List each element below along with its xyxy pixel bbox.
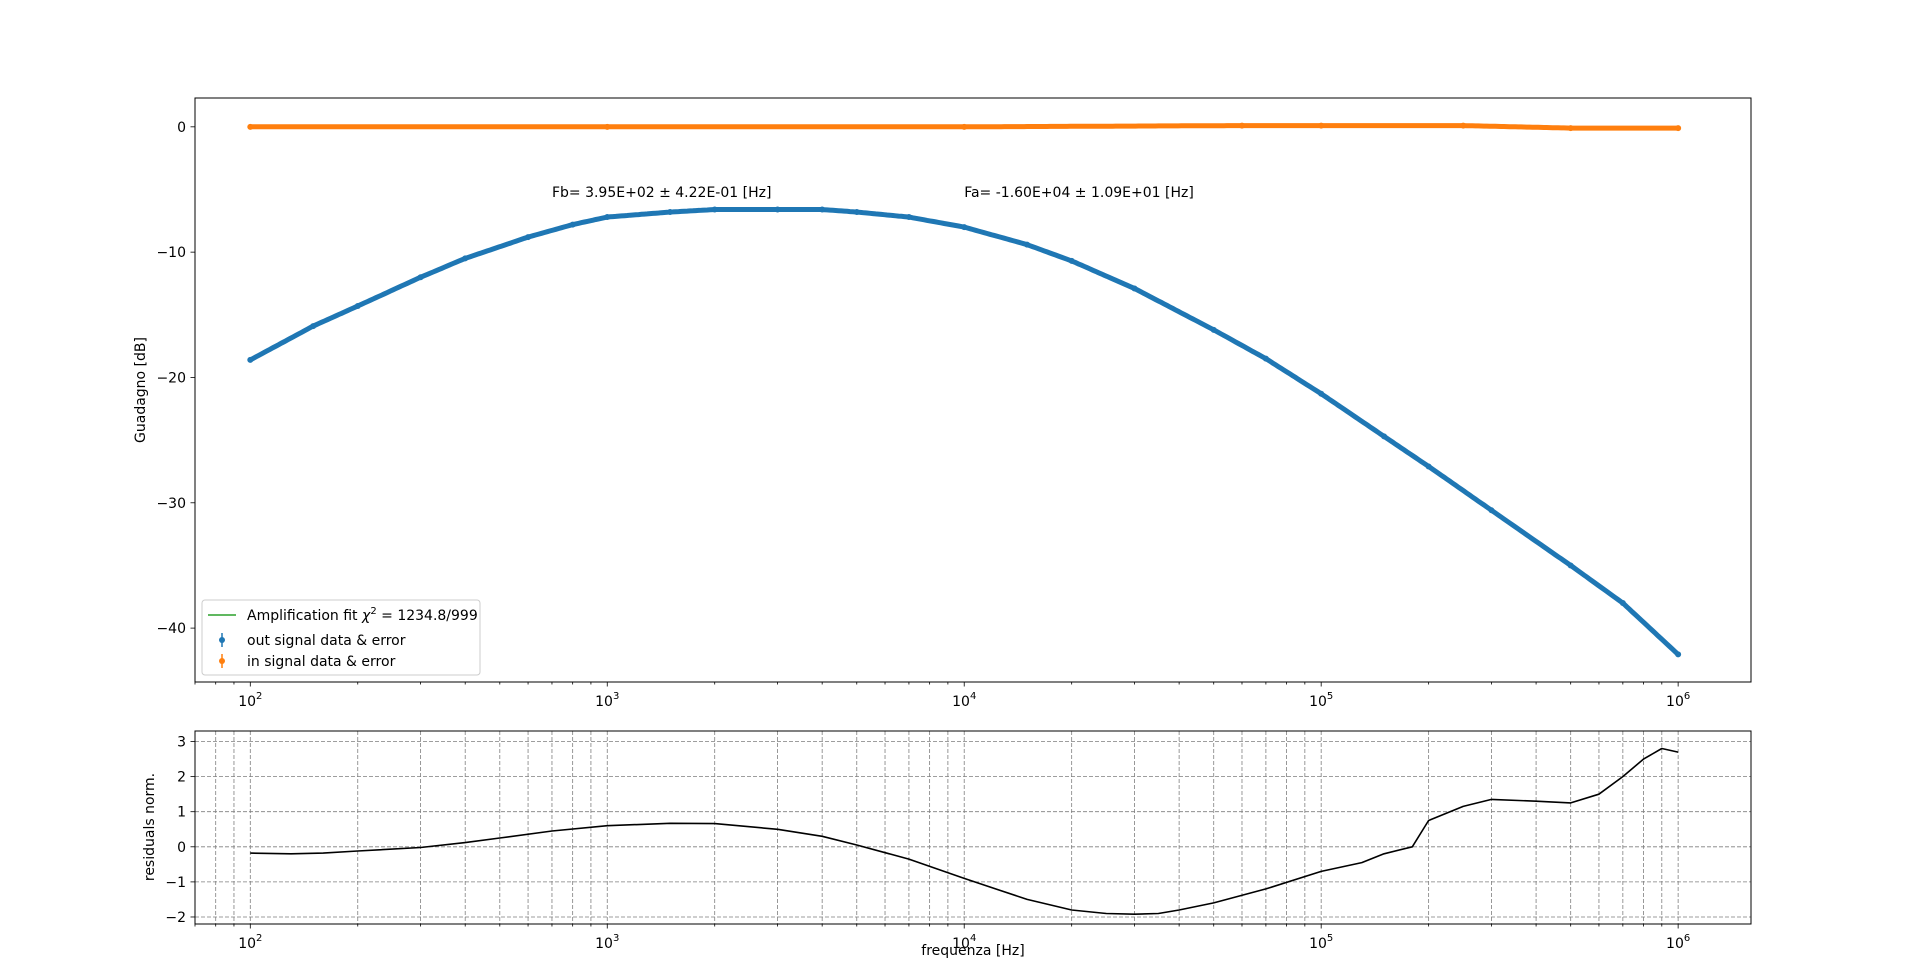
gain-y-tick-label: −40 [156,621,186,637]
out-signal-data-point [1567,562,1574,569]
legend-fit-chi-exponent: 2 [370,606,376,617]
legend-fit-label: Amplification fit χ2 = 1234.8/999 [247,606,478,624]
residuals-plot-data [250,747,1679,915]
residuals-y-tick-label: −1 [165,875,186,891]
legend-out-signal-label: out signal data & error [247,633,406,649]
out-signal-data-point [1318,390,1325,397]
out-signal-data-point [1024,241,1031,248]
out-signal-data-point [247,356,254,363]
in-signal-series [247,122,1682,132]
out-signal-data-point [1210,326,1217,333]
out-signal-data-point [711,206,718,213]
gain-plot-frame [194,97,1752,683]
residuals-x-tick-label: 105 [1309,933,1333,952]
gain-plot-y-axis-label: Guadagno [dB] [133,337,149,443]
residuals-y-tick-label: 1 [177,805,186,821]
out-signal-data-point [1262,355,1269,362]
out-signal-data-point [604,214,611,221]
in-signal-data-point [961,123,968,130]
out-signal-data-point [1068,257,1075,264]
in-signal-data-point [1460,122,1467,129]
out-signal-data-point [774,206,781,213]
gain-plot-panel: 102 103 104 105 106 0 −10 −20 −30 −40 Guadagno [… [133,97,1752,710]
out-signal-data-point [1381,433,1388,440]
out-signal-data-point [354,303,361,310]
out-signal-data-point [667,209,674,216]
in-signal-data-point [1675,125,1682,132]
out-signal-data-point [1488,507,1495,514]
gain-x-tick-label: 106 [1666,691,1690,710]
gain-plot-data [247,122,1682,658]
out-signal-data-point [569,221,576,228]
out-signal-data-point [853,209,860,216]
gain-y-tick-label: −30 [156,496,186,512]
residuals-x-ticks: 102 103 104 105 106 [194,924,1690,952]
out-signal-data-point [905,214,912,221]
residuals-x-tick-label: 106 [1666,933,1690,952]
legend: Amplification fit χ2 = 1234.8/999 out si… [201,599,481,676]
out-signal-data-point [819,206,826,213]
out-signal-data-point [525,234,532,241]
in-signal-data-point [247,123,254,130]
residuals-y-tick-label: 2 [177,770,186,786]
out-signal-data-point [1425,463,1432,470]
residuals-x-axis-label: frequenza [Hz] [921,943,1024,959]
out-signal-data-point [417,274,424,281]
fb-annotation: Fb= 3.95E+02 ± 4.22E-01 [Hz] [552,185,771,201]
residuals-y-tick-label: 0 [177,840,186,856]
residuals-y-tick-label: −2 [165,910,186,926]
legend-fit-text: Amplification fit [247,608,362,624]
legend-box [201,599,481,676]
out-signal-data-point [1675,651,1682,658]
legend-in-signal-errorbar-icon [219,654,225,668]
gain-y-tick-label: −20 [156,370,186,386]
out-signal-data-point [1131,285,1138,292]
in-signal-data-point [1567,125,1574,132]
out-signal-data-point [310,323,317,330]
out-signal-data-point [462,255,469,262]
legend-fit-chi-symbol: χ [361,608,371,624]
in-signal-data-point [1238,122,1245,129]
in-signal-data-point [1318,122,1325,129]
gain-x-tick-label: 102 [238,691,262,710]
legend-out-signal-errorbar-icon [219,633,225,647]
residuals-x-tick-label: 102 [238,933,262,952]
out-signal-data-point [1619,600,1626,607]
residuals-plot-frame [194,730,1752,925]
residuals-plot-panel: 102 103 104 105 106 3 2 1 0 −1 −2 residuals norm.… [142,730,1752,959]
residuals-x-tick-label: 103 [595,933,619,952]
legend-in-signal-label: in signal data & error [247,654,396,670]
gain-x-tick-label: 103 [595,691,619,710]
in-signal-data-point [604,123,611,130]
residuals-y-axis-label: residuals norm. [142,773,158,881]
residuals-y-tick-label: 3 [177,735,186,751]
residuals-grid [194,731,1751,924]
gain-x-tick-label: 105 [1309,691,1333,710]
residuals-y-ticks: 3 2 1 0 −1 −2 [165,735,195,926]
gain-y-tick-label: 0 [177,120,186,136]
gain-plot-y-ticks: 0 −10 −20 −30 −40 [156,120,195,637]
gain-plot-annotations: Fb= 3.95E+02 ± 4.22E-01 [Hz] Fa= -1.60E+0… [552,185,1194,201]
gain-x-tick-label: 104 [952,691,976,710]
fa-annotation: Fa= -1.60E+04 ± 1.09E+01 [Hz] [964,185,1194,201]
residuals-line [250,747,1679,915]
out-signal-data-point [961,224,968,231]
out-signal-series [247,206,1682,658]
residuals-x-tick-label: 104 [952,933,976,952]
gain-plot-x-ticks: 102 103 104 105 106 [194,682,1690,710]
legend-fit-chi-value: = 1234.8/999 [377,608,478,624]
gain-y-tick-label: −10 [156,245,186,261]
